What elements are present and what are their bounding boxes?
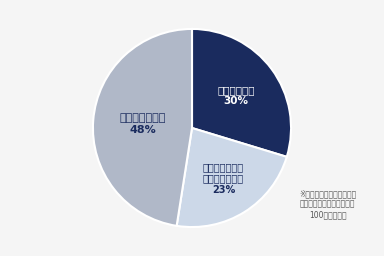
Wedge shape [177, 128, 287, 227]
Text: 雇用しているが
雇用率は未達成
23%: 雇用しているが 雇用率は未達成 23% [203, 162, 244, 195]
Text: 満たしている
30%: 満たしている 30% [217, 85, 255, 106]
Text: ※小数点以下を四捨五入し
てるため、必ずしも合計が
100にならない: ※小数点以下を四捨五入し てるため、必ずしも合計が 100にならない [299, 189, 356, 219]
Wedge shape [192, 29, 291, 157]
Text: 採用していない
48%: 採用していない 48% [119, 113, 166, 135]
Wedge shape [93, 29, 192, 226]
